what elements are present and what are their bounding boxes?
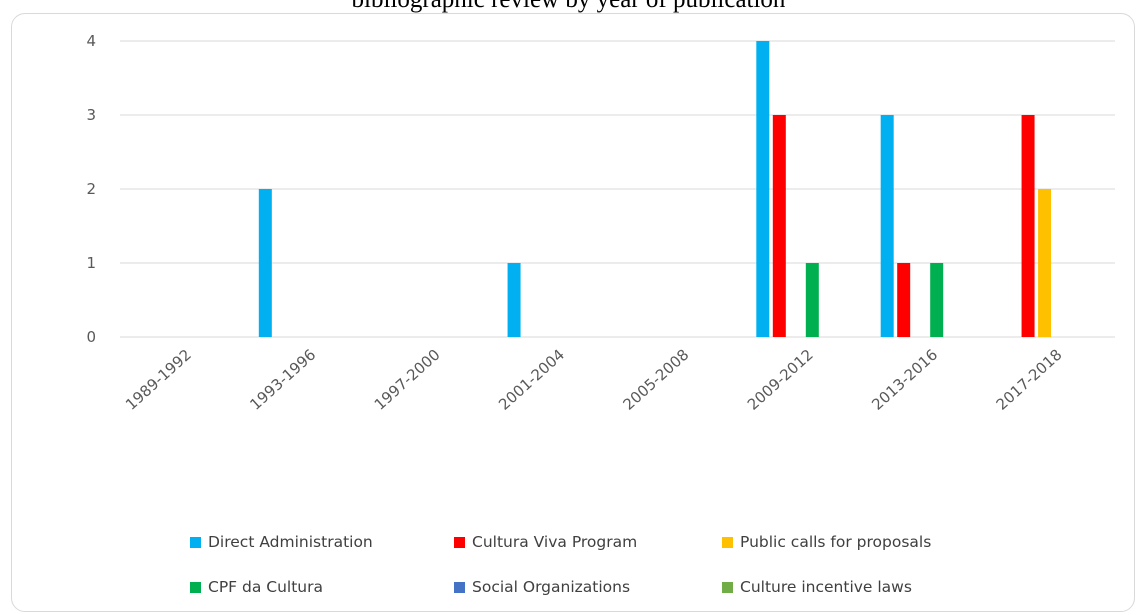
x-tick-label: 1997-2000 [371, 346, 444, 414]
bar [258, 189, 272, 337]
chart-title: bibliographic review by year of publicat… [0, 0, 1137, 14]
bar [930, 263, 944, 337]
y-tick-label: 1 [86, 254, 96, 272]
x-tick-label: 2005-2008 [620, 346, 693, 414]
y-tick-label: 4 [86, 32, 96, 50]
bar [897, 263, 911, 337]
x-tick-label: 2013-2016 [868, 346, 941, 414]
chart-frame [11, 13, 1135, 612]
x-tick-label: 2001-2004 [495, 346, 568, 414]
x-tick-label: 1989-1992 [122, 346, 195, 414]
y-tick-label: 3 [86, 106, 96, 124]
bar [772, 115, 786, 337]
x-tick-label: 2009-2012 [744, 346, 817, 414]
x-tick-label: 2017-2018 [993, 346, 1066, 414]
bar [507, 263, 521, 337]
x-tick-label: 1993-1996 [246, 346, 319, 414]
bar [756, 41, 770, 337]
y-tick-label: 0 [86, 328, 96, 346]
bar [1021, 115, 1035, 337]
bar [880, 115, 894, 337]
y-tick-label: 2 [86, 180, 96, 198]
bar [1038, 189, 1052, 337]
bar [805, 263, 819, 337]
